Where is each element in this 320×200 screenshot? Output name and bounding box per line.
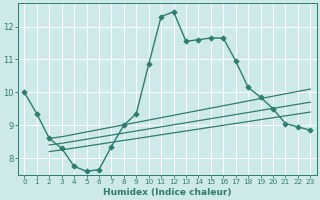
X-axis label: Humidex (Indice chaleur): Humidex (Indice chaleur) [103, 188, 232, 197]
